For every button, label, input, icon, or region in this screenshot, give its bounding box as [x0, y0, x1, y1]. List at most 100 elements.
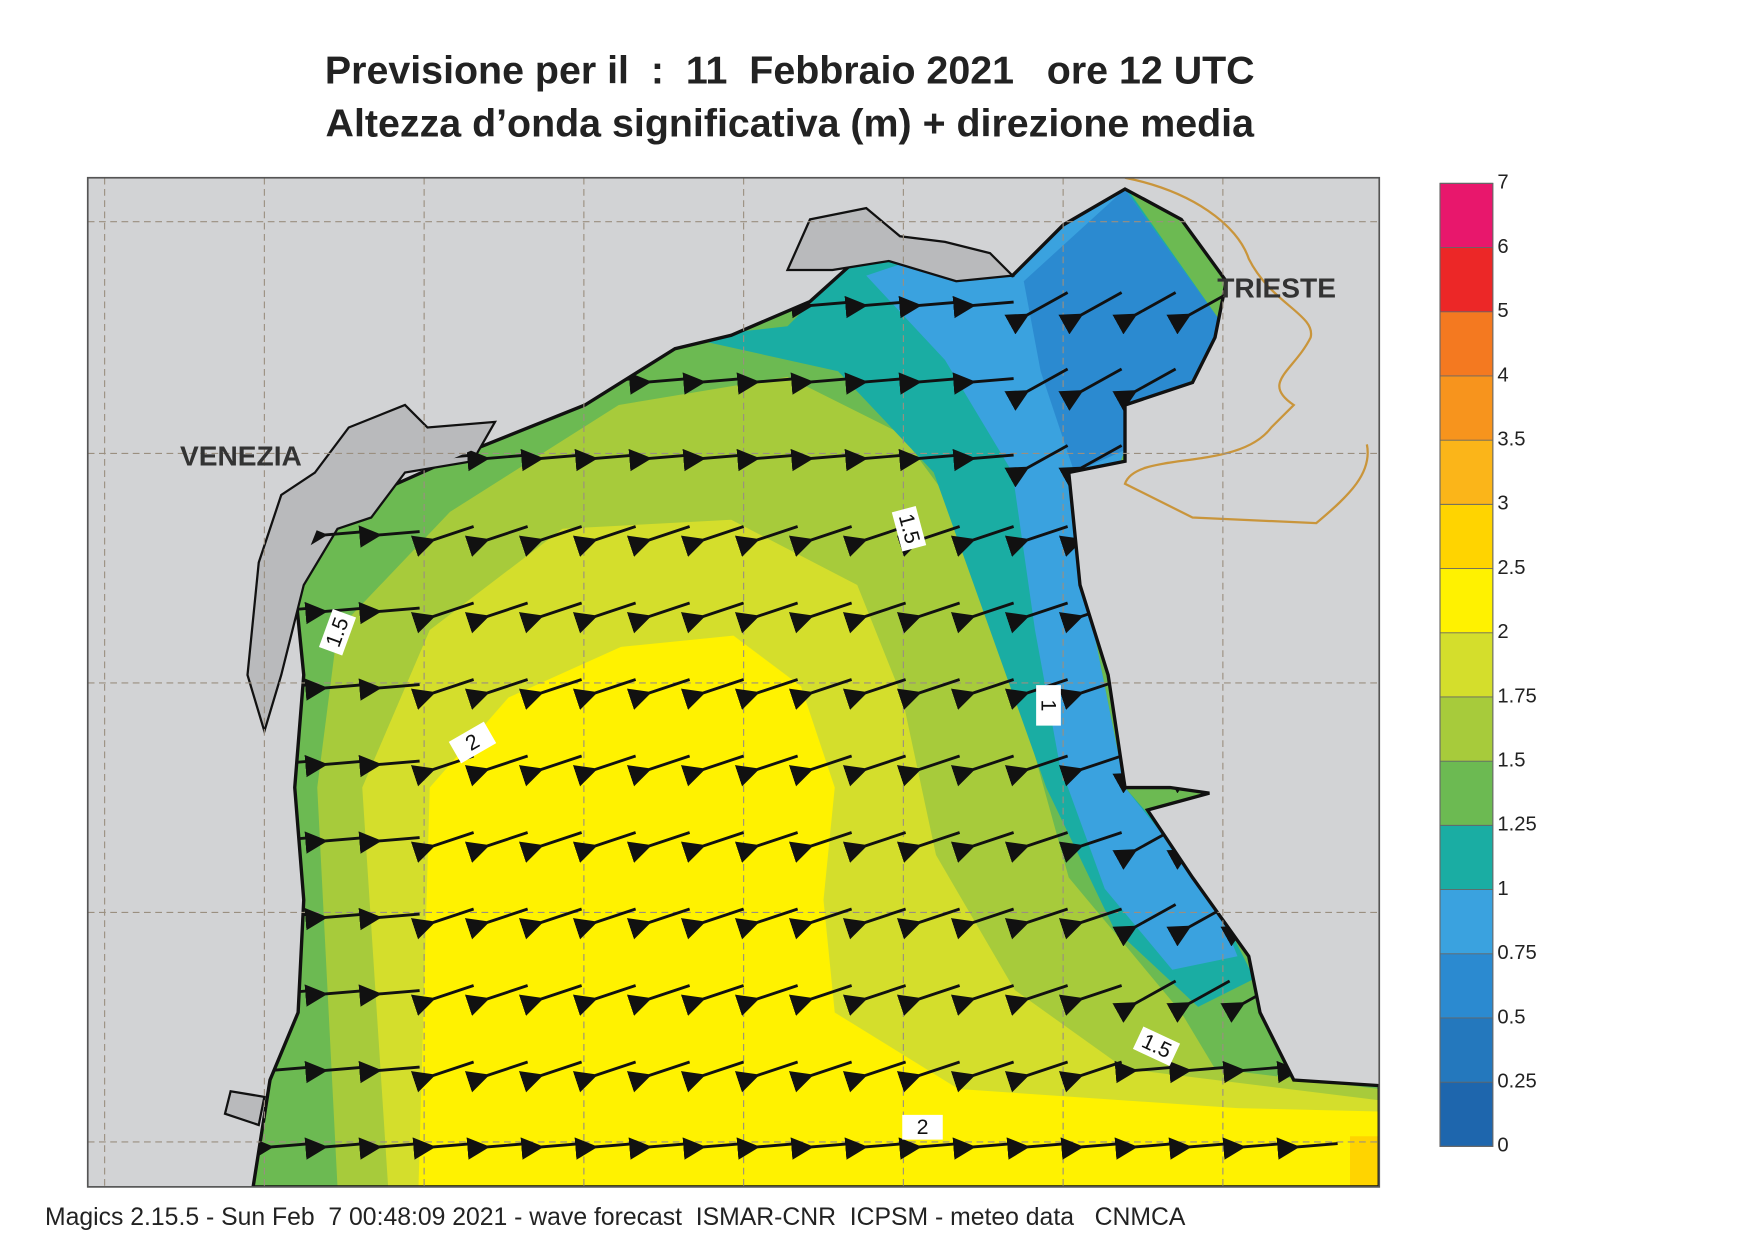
direction-arrow — [572, 984, 637, 1016]
direction-arrow — [788, 831, 853, 863]
direction-arrow — [680, 907, 745, 940]
contour-label: 2 — [902, 1114, 943, 1140]
direction-arrow — [1058, 907, 1123, 940]
colorbar-label: 1.25 — [1497, 814, 1536, 836]
direction-arrow — [1058, 984, 1123, 1016]
direction-arrow — [1004, 601, 1069, 634]
colorbar-band — [1440, 375, 1493, 441]
direction-arrow — [572, 831, 637, 863]
direction-arrow — [896, 831, 961, 863]
colorbar-label: 7 — [1497, 172, 1508, 194]
contour-label-bg — [1036, 685, 1061, 726]
direction-arrow — [680, 678, 745, 710]
direction-arrow — [1004, 525, 1069, 557]
direction-arrow — [358, 525, 420, 548]
direction-arrow — [842, 754, 907, 787]
direction-arrow — [1166, 291, 1231, 335]
direction-arrow — [950, 601, 1015, 634]
direction-arrow — [950, 907, 1015, 940]
colorbar-band — [1440, 825, 1493, 890]
colorbar-band — [1440, 953, 1493, 1018]
contour-label-text: 2 — [917, 1115, 929, 1139]
direction-arrow — [680, 525, 745, 557]
contour-label: 1.5 — [891, 505, 927, 552]
direction-arrow — [1112, 367, 1177, 411]
direction-arrow — [680, 754, 745, 787]
direction-arrow — [950, 1060, 1015, 1093]
direction-arrow — [1166, 979, 1231, 1023]
direction-arrow — [464, 754, 529, 787]
direction-arrow — [410, 678, 475, 710]
colorbar: 0 0.25 0.5 0.75 1 1.25 1.5 1.75 2 2.5 3 3.5 4 5 6 7 — [1439, 172, 1537, 1157]
direction-arrow — [950, 984, 1015, 1016]
direction-arrow — [518, 831, 583, 863]
direction-arrow — [1004, 754, 1069, 787]
direction-arrow — [1112, 903, 1177, 947]
colorbar-band — [1440, 311, 1493, 376]
direction-arrow — [680, 1060, 745, 1093]
colorbar-label: 6 — [1497, 236, 1508, 258]
direction-arrow — [842, 1060, 907, 1093]
direction-arrow — [518, 1060, 583, 1093]
direction-arrow — [734, 1060, 799, 1093]
direction-arrow — [896, 754, 961, 787]
direction-arrow — [464, 678, 529, 710]
colorbar-band — [1440, 568, 1493, 633]
direction-arrow — [896, 984, 961, 1016]
direction-arrow — [626, 525, 691, 557]
direction-arrow — [1004, 1060, 1069, 1093]
direction-arrow — [842, 678, 907, 710]
direction-arrow — [1058, 444, 1123, 488]
direction-arrow — [1112, 979, 1177, 1023]
direction-arrow — [1004, 984, 1069, 1016]
contour-label-bg — [891, 505, 927, 552]
direction-arrow — [464, 984, 529, 1016]
direction-arrow — [358, 907, 420, 931]
colorbar-band — [1440, 1082, 1493, 1147]
colorbar-band — [1440, 504, 1493, 569]
direction-arrow — [896, 601, 961, 634]
colorbar-band — [1440, 889, 1493, 954]
direction-arrow — [734, 907, 799, 940]
contour-label: 2 — [448, 721, 497, 764]
colorbar-label: 1.5 — [1497, 750, 1525, 772]
direction-arrow — [952, 448, 1014, 472]
direction-arrow — [626, 984, 691, 1016]
direction-arrow — [358, 831, 420, 854]
direction-arrow — [464, 525, 529, 557]
direction-arrow — [1276, 1137, 1338, 1160]
direction-arrow — [950, 525, 1015, 557]
direction-arrow — [896, 678, 961, 710]
place-label: VENEZIA — [180, 440, 302, 471]
direction-arrow — [1004, 291, 1069, 335]
colorbar-band — [1440, 632, 1493, 697]
direction-arrow — [1058, 831, 1123, 863]
direction-arrow — [626, 907, 691, 940]
direction-arrow — [734, 831, 799, 863]
place-label: TRIESTE — [1217, 273, 1336, 304]
direction-arrow — [788, 984, 853, 1016]
contour-label-bg — [448, 721, 497, 764]
map-frame — [86, 176, 1381, 1188]
colorbar-band — [1440, 696, 1493, 762]
footer: Magics 2.15.5 - Sun Feb 7 00:48:09 2021 … — [45, 1204, 1186, 1231]
colorbar-label: 0 — [1497, 1135, 1508, 1157]
direction-arrow — [358, 1060, 420, 1084]
colorbar-label: 1.75 — [1497, 685, 1536, 707]
direction-arrow — [734, 678, 799, 710]
direction-arrow — [1004, 831, 1069, 863]
colorbar-label: 2 — [1497, 621, 1508, 643]
direction-arrow — [950, 678, 1015, 710]
direction-arrow — [518, 601, 583, 634]
colorbar-label: 0.75 — [1497, 942, 1536, 964]
direction-arrow — [734, 525, 799, 557]
contour-label-bg — [1132, 1026, 1181, 1067]
direction-arrow — [410, 525, 475, 557]
direction-arrow — [410, 601, 475, 634]
direction-arrow — [518, 525, 583, 557]
direction-arrow — [464, 831, 529, 863]
direction-arrow — [788, 525, 853, 557]
colorbar-label: 4 — [1497, 364, 1508, 386]
